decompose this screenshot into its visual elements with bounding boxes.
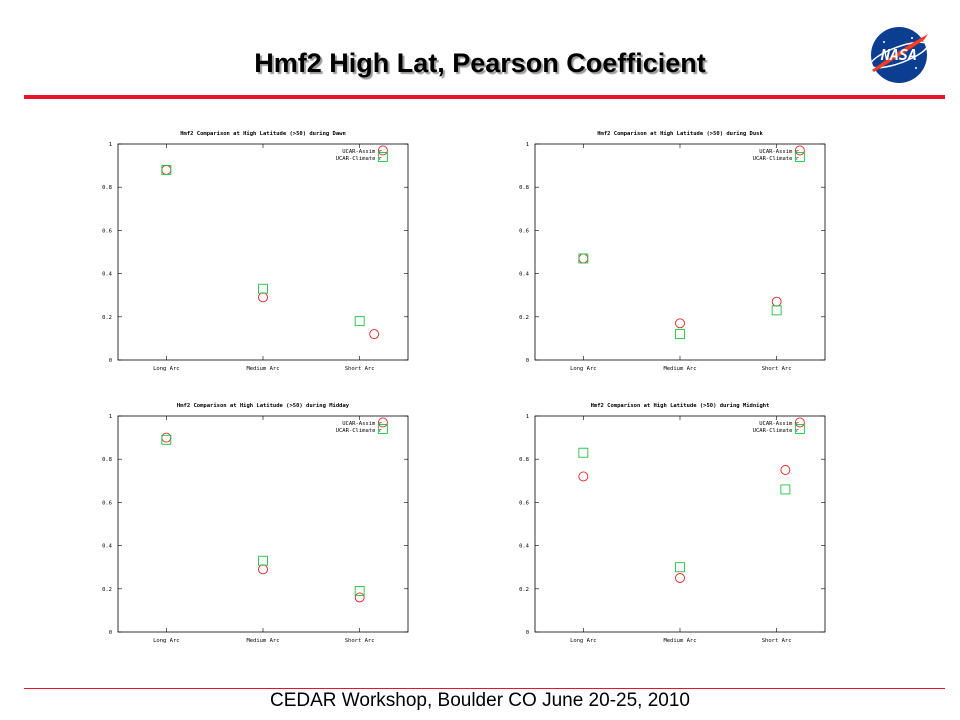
y-tick-label: 0.8 [102,185,112,191]
data-point [258,564,268,575]
data-point [161,432,172,443]
x-tick-label: Medium Arc [663,366,696,372]
y-tick-label: 0 [109,630,112,636]
footer-rule [24,688,945,689]
y-tick-label: 0.2 [102,587,112,593]
data-point [780,484,791,495]
chart-dusk: Hmf2 Comparison at High Latitude (>50) d… [519,131,826,372]
y-tick-label: 1 [109,414,112,420]
data-point [675,573,685,583]
data-point [354,586,365,596]
chart-title: Hmf2 Comparison at High Latitude (>50) d… [597,131,763,137]
data-point [675,318,685,329]
data-point [377,152,388,162]
legend-label: UCAR-Assim r [759,421,799,427]
y-tick-label: 0.6 [102,228,112,234]
y-tick-label: 0.6 [519,500,529,506]
data-point [794,417,805,428]
x-tick-label: Medium Arc [246,366,279,372]
y-tick-label: 1 [109,142,112,148]
legend-label: UCAR-Climate r [753,156,800,162]
y-tick-label: 0.2 [519,315,529,321]
x-tick-label: Medium Arc [246,638,279,644]
data-point [675,329,685,340]
header-rule [24,95,945,99]
data-point [161,164,172,175]
chart-title: Hmf2 Comparison at High Latitude (>50) d… [591,403,770,409]
chart-midnight: Hmf2 Comparison at High Latitude (>50) d… [519,403,826,644]
x-tick-label: Short Arc [345,638,375,644]
y-tick-label: 0.8 [519,185,529,191]
chart-midday: Hmf2 Comparison at High Latitude (>50) d… [102,403,409,644]
data-point [258,292,268,303]
chart-dawn: Hmf2 Comparison at High Latitude (>50) d… [102,131,409,372]
y-tick-label: 0.2 [519,587,529,593]
x-tick-label: Long Arc [570,638,597,644]
nasa-logo-icon: NASA [869,27,929,83]
y-tick-label: 1 [526,142,529,148]
x-tick-label: Short Arc [762,366,792,372]
y-tick-label: 1 [526,414,529,420]
data-point [780,465,791,475]
data-point [354,592,365,603]
legend-label: UCAR-Climate r [336,428,383,434]
data-point [578,471,589,482]
data-point [771,305,782,316]
data-point [578,447,589,458]
y-tick-label: 0 [526,358,529,364]
data-point [377,424,388,434]
x-tick-label: Short Arc [345,366,375,372]
data-point [794,145,805,156]
y-tick-label: 0.4 [102,544,113,550]
chart-title: Hmf2 Comparison at High Latitude (>50) d… [177,403,350,409]
legend-label: UCAR-Climate r [753,428,800,434]
data-point [794,424,805,434]
data-point [161,434,172,445]
plot-frame [117,415,409,633]
data-point [578,253,589,264]
x-tick-label: Long Arc [153,366,180,372]
data-point [578,253,589,264]
data-point [771,296,782,307]
y-tick-label: 0.6 [519,228,529,234]
data-point [369,329,380,340]
y-tick-label: 0.4 [519,544,530,550]
data-point [377,145,388,156]
legend-label: UCAR-Assim r [342,421,382,427]
data-point [258,283,268,294]
x-tick-label: Short Arc [762,638,792,644]
y-tick-label: 0 [109,358,112,364]
plot-frame [117,143,409,361]
legend-label: UCAR-Climate r [336,156,383,162]
slide-title: Hmf2 High Lat, Pearson Coefficient [254,48,706,78]
y-tick-label: 0.6 [102,500,112,506]
legend-label: UCAR-Assim r [342,149,382,155]
data-point [161,164,172,175]
x-tick-label: Long Arc [570,366,597,372]
data-point [377,417,388,428]
y-tick-label: 0.4 [519,272,530,278]
data-point [794,152,805,162]
y-tick-label: 0 [526,630,529,636]
y-tick-label: 0.2 [102,315,112,321]
data-point [354,316,365,327]
y-tick-label: 0.8 [102,457,112,463]
nasa-logo-text: NASA [880,46,917,64]
slide-footer: CEDAR Workshop, Boulder CO June 20-25, 2… [270,690,690,711]
legend-label: UCAR-Assim r [759,149,799,155]
data-point [675,562,685,573]
chart-title: Hmf2 Comparison at High Latitude (>50) d… [180,131,346,137]
x-tick-label: Medium Arc [663,638,696,644]
y-tick-label: 0.8 [519,457,529,463]
data-point [258,555,268,566]
x-tick-label: Long Arc [153,638,180,644]
y-tick-label: 0.4 [102,272,113,278]
